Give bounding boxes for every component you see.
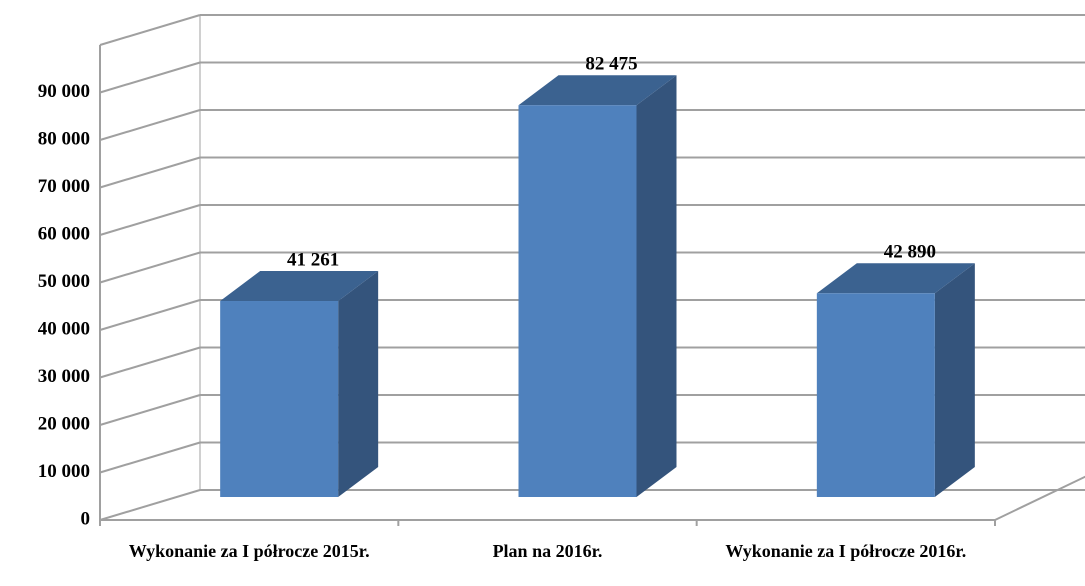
bar xyxy=(518,105,637,498)
wall-edge xyxy=(99,14,201,46)
bar xyxy=(816,293,935,497)
grid-line xyxy=(99,394,201,426)
value-label: 42 890 xyxy=(884,242,936,263)
bar-side xyxy=(934,263,975,497)
y-tick-label: 30 000 xyxy=(38,366,90,387)
bar-top xyxy=(816,263,975,294)
y-tick-label: 50 000 xyxy=(38,271,90,292)
grid-line xyxy=(99,204,201,236)
grid-line xyxy=(99,61,201,94)
grid-line xyxy=(99,346,201,379)
y-tick-label: 80 000 xyxy=(38,128,90,149)
bar-side xyxy=(338,271,379,497)
x-tick-label: Wykonanie za I półrocze 2015r. xyxy=(128,541,370,561)
y-tick-label: 20 000 xyxy=(38,413,90,434)
value-label: 82 475 xyxy=(585,54,637,75)
grid-line xyxy=(99,441,201,474)
y-tick-label: 60 000 xyxy=(38,223,90,244)
grid-line xyxy=(99,109,201,141)
y-tick-label: 90 000 xyxy=(38,81,90,102)
x-tick-label: Wykonanie za I półrocze 2016r. xyxy=(725,541,967,561)
y-tick-label: 10 000 xyxy=(38,461,90,482)
grid-line xyxy=(99,299,201,331)
floor-edge xyxy=(994,475,1085,521)
x-tick-label: Plan na 2016r. xyxy=(492,541,603,561)
bar xyxy=(220,301,339,497)
grid-line xyxy=(99,489,201,521)
bar-side xyxy=(636,75,677,498)
value-label: 41 261 xyxy=(287,249,339,270)
y-tick-label: 40 000 xyxy=(38,318,90,339)
y-tick-label: 0 xyxy=(81,508,91,529)
grid-line xyxy=(99,251,201,284)
grid-line xyxy=(99,156,201,189)
y-tick-label: 70 000 xyxy=(38,176,90,197)
bar-top xyxy=(518,75,677,106)
bar-top xyxy=(220,271,379,302)
